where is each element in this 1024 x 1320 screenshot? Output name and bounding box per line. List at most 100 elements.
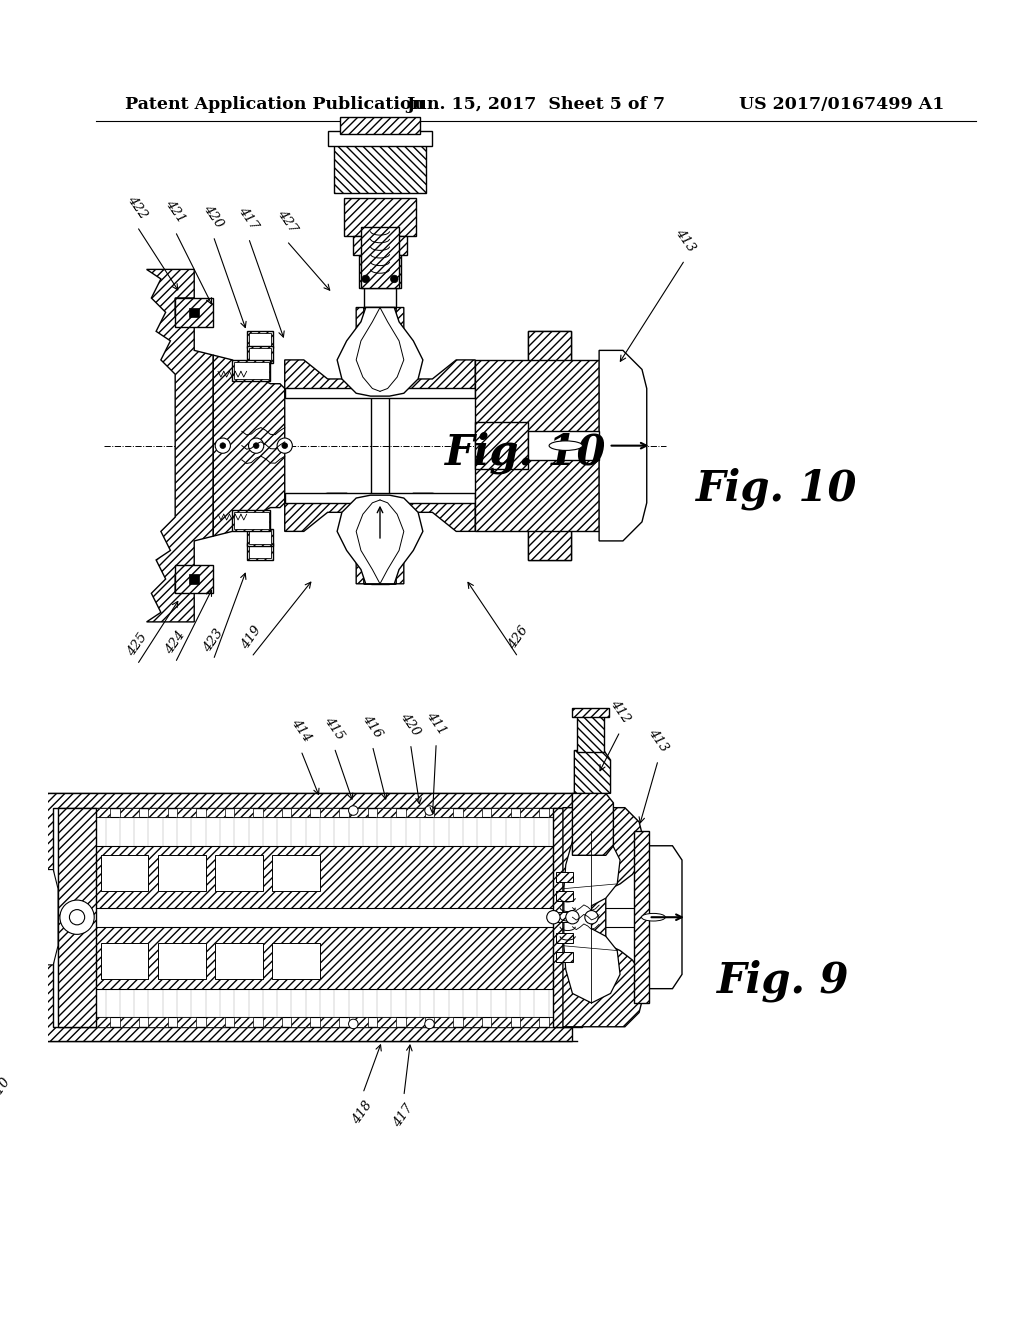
Bar [319, 808, 339, 817]
Bar [234, 512, 268, 529]
Bar [215, 855, 263, 891]
Polygon shape [475, 422, 527, 470]
Bar [263, 808, 282, 817]
Text: Fig. 10: Fig. 10 [696, 467, 858, 510]
Bar [206, 808, 224, 817]
Bar [263, 1018, 282, 1027]
Bar [463, 808, 482, 817]
Bar [120, 1018, 139, 1027]
Bar [148, 808, 168, 817]
Circle shape [220, 442, 225, 449]
Polygon shape [213, 355, 285, 536]
Bar [247, 346, 273, 363]
Text: 414: 414 [289, 717, 313, 744]
Bar [348, 808, 368, 817]
Text: 422: 422 [125, 193, 150, 220]
Text: Fig. 9: Fig. 9 [717, 960, 849, 1002]
Text: 417: 417 [391, 1102, 417, 1130]
Bar [91, 808, 111, 817]
Circle shape [70, 909, 85, 925]
Ellipse shape [641, 913, 666, 921]
Bar [520, 808, 539, 817]
Circle shape [425, 805, 434, 816]
Ellipse shape [549, 441, 583, 450]
Polygon shape [285, 494, 475, 583]
Text: 427: 427 [274, 207, 299, 235]
Polygon shape [337, 495, 423, 583]
Polygon shape [634, 832, 648, 1003]
Bar [234, 1018, 253, 1027]
Bar [249, 333, 271, 347]
Bar [377, 1018, 396, 1027]
Bar [91, 1018, 111, 1027]
Bar [234, 362, 268, 379]
Polygon shape [285, 388, 475, 399]
Circle shape [249, 438, 264, 453]
Text: Jun. 15, 2017  Sheet 5 of 7: Jun. 15, 2017 Sheet 5 of 7 [407, 95, 666, 112]
Polygon shape [189, 574, 199, 583]
Bar [206, 1018, 224, 1027]
Bar [556, 933, 573, 942]
Bar [572, 708, 608, 717]
Bar [247, 331, 273, 348]
Bar [234, 808, 253, 817]
Polygon shape [527, 331, 570, 360]
Text: Patent Application Publication: Patent Application Publication [125, 95, 424, 112]
Polygon shape [564, 832, 621, 1003]
Polygon shape [48, 908, 668, 927]
Text: 410: 410 [0, 1076, 13, 1104]
Bar [556, 912, 573, 921]
Text: 426: 426 [506, 623, 530, 652]
Circle shape [348, 805, 358, 816]
Polygon shape [189, 308, 199, 317]
Polygon shape [359, 255, 401, 289]
Polygon shape [475, 331, 599, 560]
Bar [120, 808, 139, 817]
Text: 417: 417 [236, 205, 261, 232]
Bar [549, 808, 567, 817]
Circle shape [282, 442, 288, 449]
Circle shape [390, 275, 398, 282]
Circle shape [348, 1019, 358, 1028]
Polygon shape [572, 793, 613, 855]
Text: 423: 423 [201, 626, 226, 655]
Text: 413: 413 [646, 726, 671, 754]
Bar [434, 1018, 454, 1027]
Text: 416: 416 [359, 711, 385, 741]
Bar [434, 808, 454, 817]
Bar [328, 131, 432, 145]
Bar [463, 1018, 482, 1027]
Bar [249, 545, 271, 558]
Bar [406, 1018, 425, 1027]
Text: 418: 418 [350, 1100, 376, 1127]
Polygon shape [146, 269, 213, 622]
Bar [232, 360, 270, 381]
Polygon shape [644, 846, 682, 989]
Polygon shape [285, 308, 475, 399]
Polygon shape [337, 308, 423, 396]
Bar [247, 543, 273, 560]
Bar [348, 1018, 368, 1027]
Text: 420: 420 [201, 202, 226, 231]
Bar [492, 808, 511, 817]
Bar [148, 1018, 168, 1027]
Text: 419: 419 [239, 623, 264, 652]
Circle shape [585, 911, 598, 924]
Text: 415: 415 [322, 714, 347, 742]
Bar [377, 808, 396, 817]
Polygon shape [344, 198, 416, 236]
Polygon shape [372, 308, 388, 583]
Polygon shape [364, 289, 396, 308]
Text: 412: 412 [607, 698, 633, 726]
Bar [292, 808, 310, 817]
Polygon shape [34, 870, 58, 965]
Bar [232, 511, 270, 532]
Polygon shape [563, 808, 644, 1027]
Bar [360, 227, 399, 289]
Circle shape [566, 911, 580, 924]
Bar [556, 953, 573, 962]
Bar [406, 808, 425, 817]
Bar [177, 808, 197, 817]
Text: 424: 424 [163, 630, 187, 657]
Polygon shape [175, 565, 213, 593]
